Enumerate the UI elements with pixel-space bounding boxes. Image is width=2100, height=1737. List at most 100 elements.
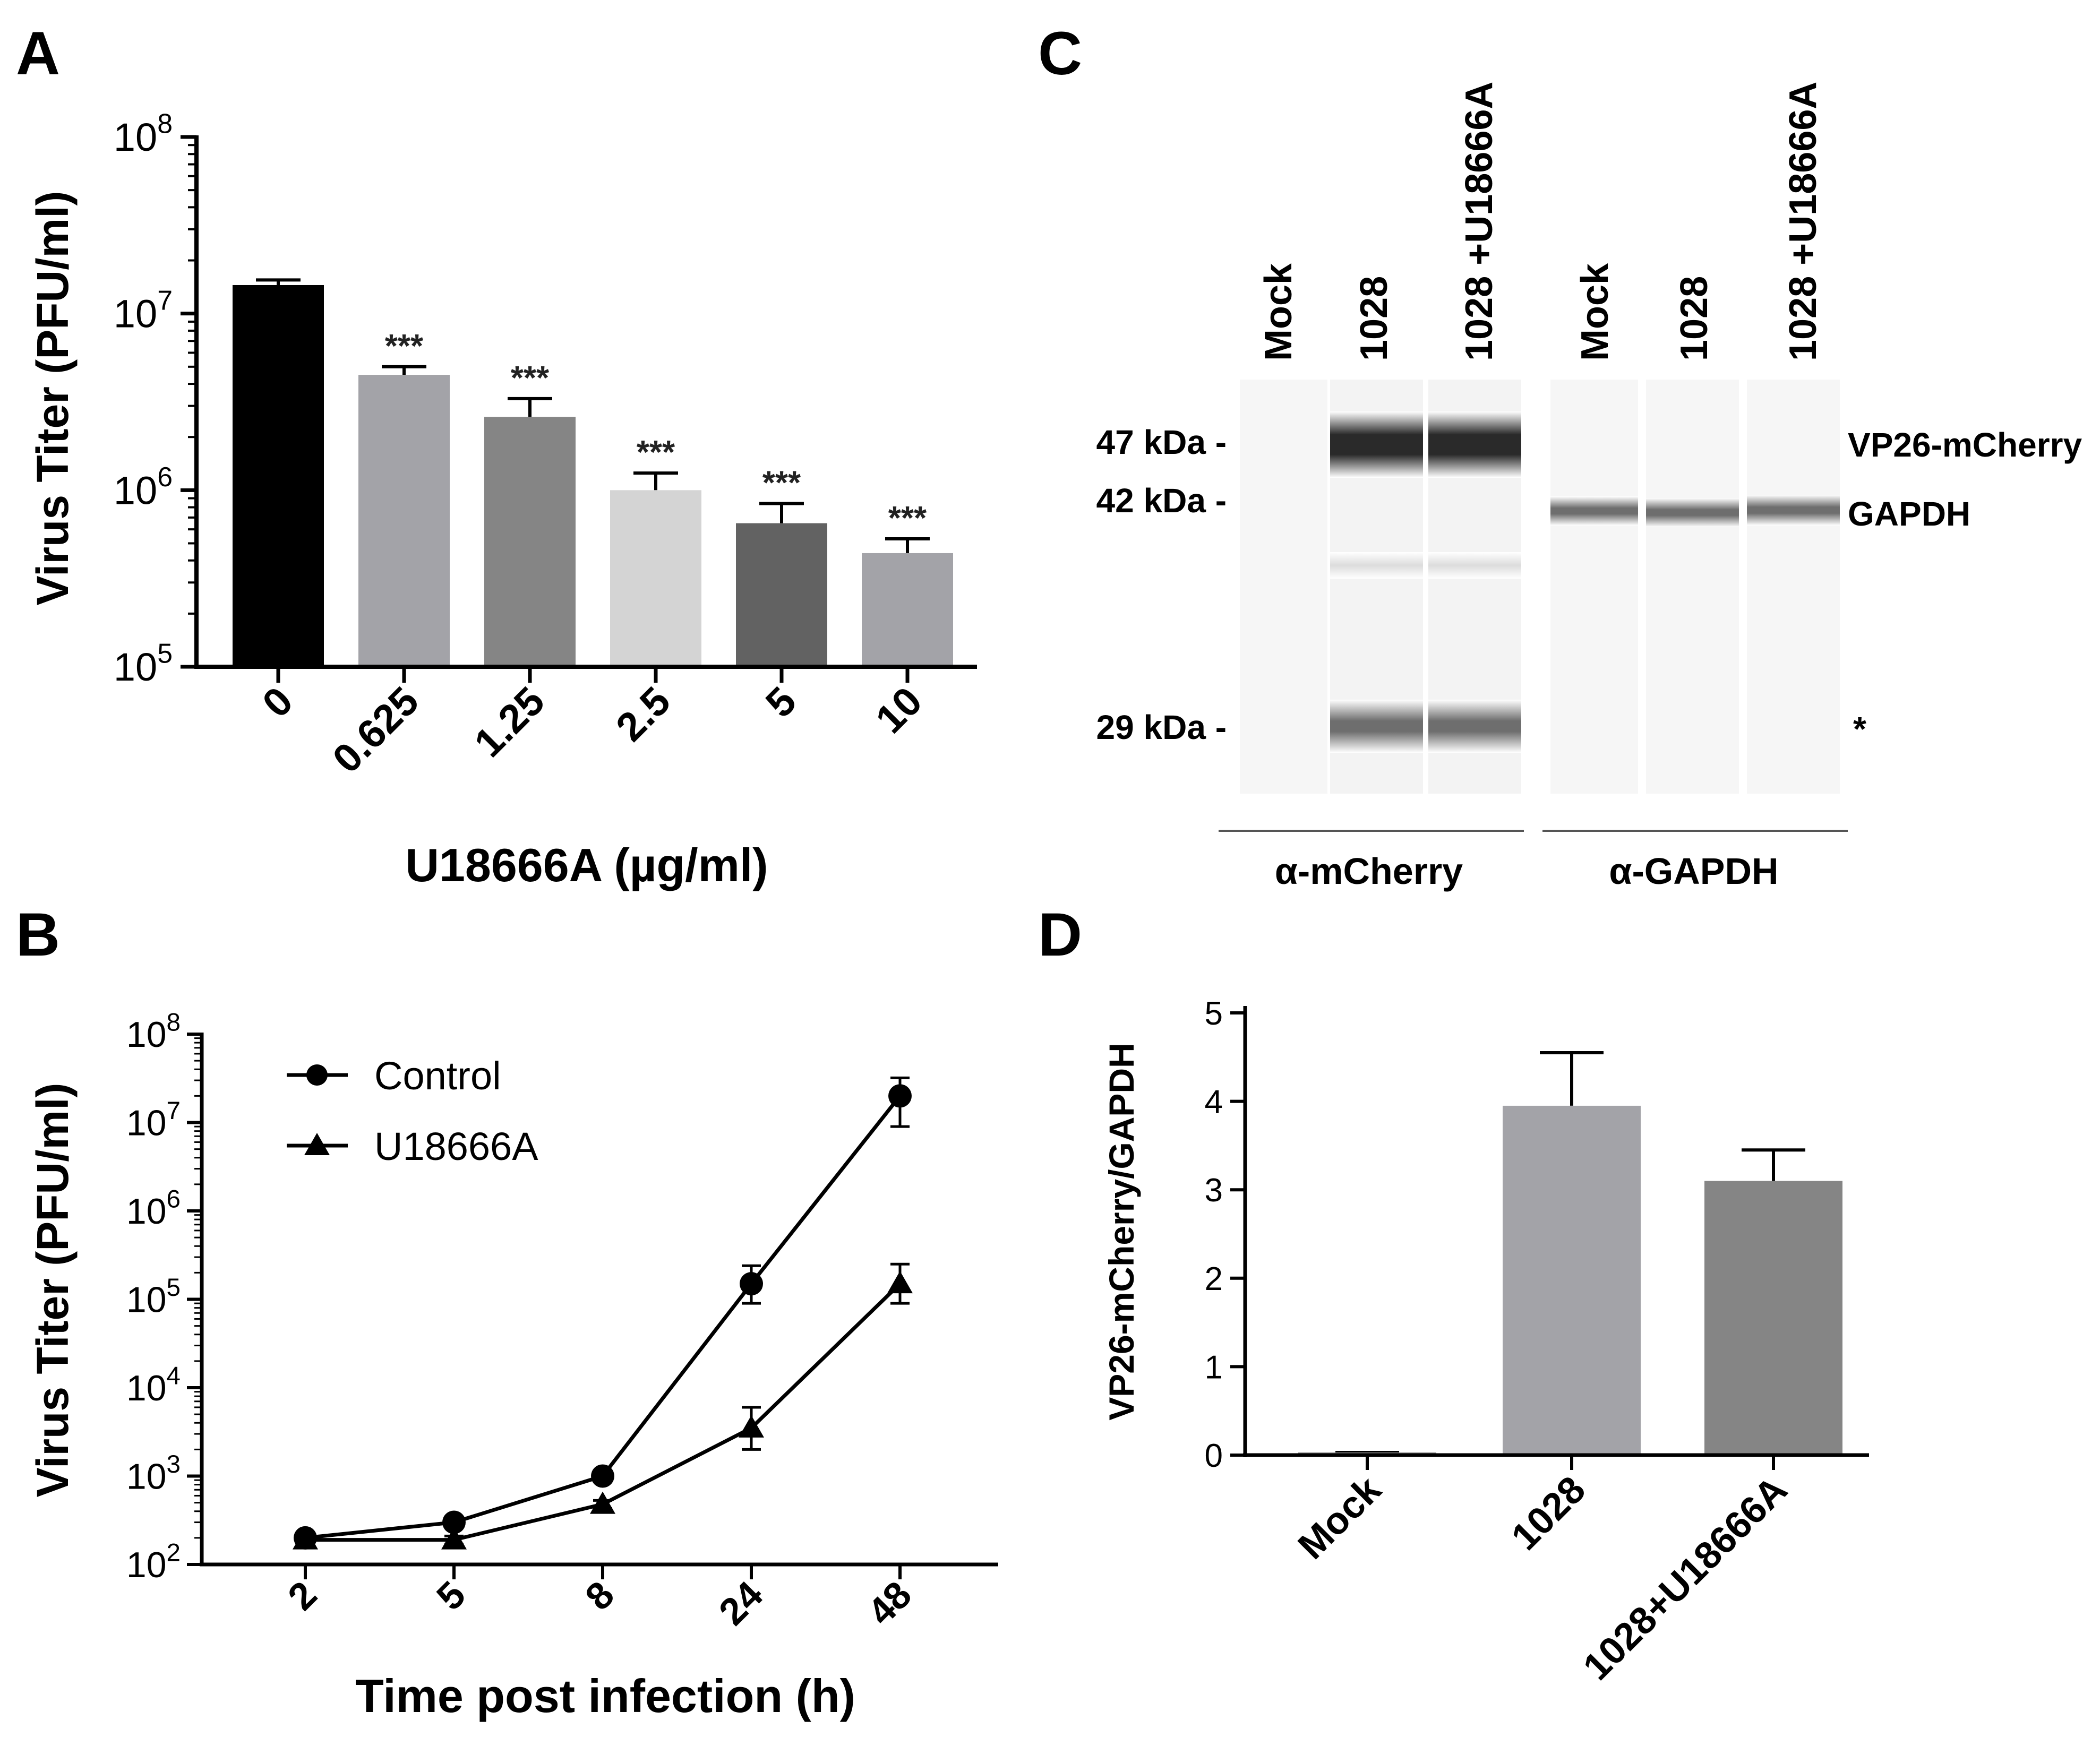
- b-x-label: Time post infection (h): [355, 1670, 855, 1722]
- d-y-tick-label: 3: [1205, 1172, 1223, 1209]
- c-lane-label-6: 1028 +U18666A: [1782, 82, 1824, 361]
- legend-u18666a-marker: [304, 1133, 330, 1155]
- d-bars: [1298, 1051, 1842, 1455]
- c-band-vp26-lane2: [1330, 411, 1423, 478]
- c-lane-label-4: Mock: [1574, 263, 1616, 361]
- d-y-tick-label: 2: [1205, 1261, 1223, 1297]
- c-band-label-gapdh: GAPDH: [1848, 495, 1970, 533]
- d-y-tick-label: 5: [1205, 995, 1223, 1032]
- a-significance: ***: [511, 360, 550, 397]
- b-point-triangle: [590, 1491, 615, 1514]
- d-x-tick-label: 1028: [1503, 1468, 1593, 1559]
- b-point-circle: [591, 1464, 614, 1488]
- b-y-tick-label: 102: [126, 1538, 181, 1585]
- c-band-29-lane2: [1330, 700, 1423, 753]
- c-marker-29: 29 kDa -: [1096, 708, 1227, 746]
- d-x-tick-label: 1028+U18666A: [1575, 1468, 1796, 1689]
- a-significance: ***: [888, 500, 927, 537]
- b-lines: [293, 1076, 913, 1550]
- a-x-tick-label: 0: [254, 678, 302, 726]
- b-point-triangle: [739, 1415, 764, 1438]
- c-marker-42: 42 kDa -: [1096, 481, 1227, 520]
- b-legend: Control U18666A: [287, 1054, 538, 1168]
- a-bar: [610, 490, 701, 667]
- b-x-tick-label: 48: [860, 1573, 920, 1633]
- b-point-circle: [740, 1272, 763, 1296]
- a-significance: ***: [385, 328, 424, 365]
- b-x-tick-label: 24: [711, 1573, 771, 1633]
- a-x-tick-label: 0.625: [324, 678, 427, 782]
- c-band-gapdh-lane4: [1550, 496, 1638, 526]
- legend-control-label: Control: [374, 1054, 501, 1098]
- c-band-29-lane3: [1428, 700, 1521, 753]
- a-bar: [862, 553, 953, 667]
- a-x-ticks: 0 0.625 1.25 2.5 5 10: [254, 667, 931, 782]
- panel-c: C Mock 1028 1028 +U18666A Mock 1028 1028…: [1038, 20, 2082, 892]
- c-lane-4: [1550, 380, 1638, 794]
- d-y-ticks: 0 1 2 3 4 5: [1205, 995, 1245, 1474]
- a-x-label: U18666A (µg/ml): [405, 839, 768, 891]
- b-point-triangle: [441, 1527, 467, 1550]
- a-bar: [233, 285, 324, 667]
- c-band-faint-lane3: [1428, 552, 1521, 579]
- d-y-tick-label: 0: [1205, 1438, 1223, 1474]
- panel-d: D VP26-mCherry/GAPDH 0 1 2 3 4 5 Mock 10281028…: [1038, 901, 1869, 1688]
- a-x-tick-label: 5: [757, 678, 805, 726]
- b-x-tick-label: 2: [280, 1573, 325, 1619]
- a-bar: [736, 523, 827, 667]
- c-band-label-vp26: VP26-mCherry: [1848, 426, 2082, 464]
- panel-b: B Virus Titer (PFU/ml) 102 103 104 105 106 10…: [16, 901, 998, 1722]
- b-point-circle: [442, 1510, 466, 1534]
- b-y-tick-label: 108: [126, 1008, 181, 1055]
- d-y-tick-label: 1: [1205, 1349, 1223, 1386]
- c-lane-label-2: 1028: [1353, 276, 1395, 361]
- c-lane-label-3: 1028 +U18666A: [1458, 82, 1501, 361]
- d-bar: [1704, 1181, 1842, 1455]
- a-x-tick-label: 10: [867, 678, 931, 742]
- legend-control-marker: [306, 1064, 328, 1086]
- c-band-vp26-lane3: [1428, 411, 1521, 478]
- b-y-label: Virus Titer (PFU/ml): [28, 1082, 78, 1497]
- c-lane-5: [1646, 380, 1739, 794]
- c-band-label-star: *: [1853, 710, 1866, 748]
- c-band-faint-lane2: [1330, 552, 1423, 579]
- c-antibody-mcherry: α-mCherry: [1275, 850, 1463, 892]
- c-marker-47: 47 kDa -: [1096, 423, 1227, 461]
- legend-u18666a-label: U18666A: [374, 1124, 538, 1168]
- c-band-gapdh-lane6: [1747, 495, 1840, 526]
- b-y-tick-label: 104: [126, 1362, 181, 1408]
- c-lane-1: [1240, 380, 1327, 794]
- panel-label-d: D: [1038, 901, 1082, 969]
- panel-label-b: B: [16, 901, 60, 969]
- b-y-tick-label: 103: [126, 1450, 181, 1497]
- c-lane-label-5: 1028: [1673, 276, 1716, 361]
- b-y-tick-label: 106: [126, 1185, 181, 1232]
- b-x-ticks: 2 5 8 24 48: [280, 1564, 920, 1633]
- a-bars: *** *** *** *** ***: [233, 278, 953, 667]
- d-x-tick-label: Mock: [1290, 1468, 1390, 1567]
- a-y-label: Virus Titer (PFU/ml): [28, 191, 78, 605]
- a-y-tick-label: 107: [114, 285, 173, 336]
- c-antibody-gapdh: α-GAPDH: [1609, 850, 1778, 892]
- a-y-tick-label: 105: [114, 638, 173, 689]
- b-point-triangle: [293, 1527, 318, 1550]
- b-y-tick-label: 107: [126, 1097, 181, 1143]
- a-y-tick-label: 106: [114, 461, 173, 512]
- a-y-tick-label: 108: [114, 108, 173, 159]
- b-x-tick-label: 8: [577, 1573, 622, 1619]
- a-x-tick-label: 1.25: [466, 678, 553, 766]
- a-significance: ***: [637, 434, 675, 471]
- a-bar: [358, 375, 450, 667]
- d-y-tick-label: 4: [1205, 1084, 1223, 1121]
- c-lane-6: [1747, 380, 1840, 794]
- a-bar: [484, 417, 576, 667]
- d-y-label: VP26-mCherry/GAPDH: [1102, 1043, 1141, 1421]
- b-point-circle: [888, 1084, 912, 1108]
- b-y-tick-label: 105: [126, 1274, 181, 1320]
- c-band-gapdh-lane5: [1646, 498, 1739, 527]
- b-x-tick-label: 5: [428, 1573, 474, 1619]
- panel-label-a: A: [16, 20, 60, 88]
